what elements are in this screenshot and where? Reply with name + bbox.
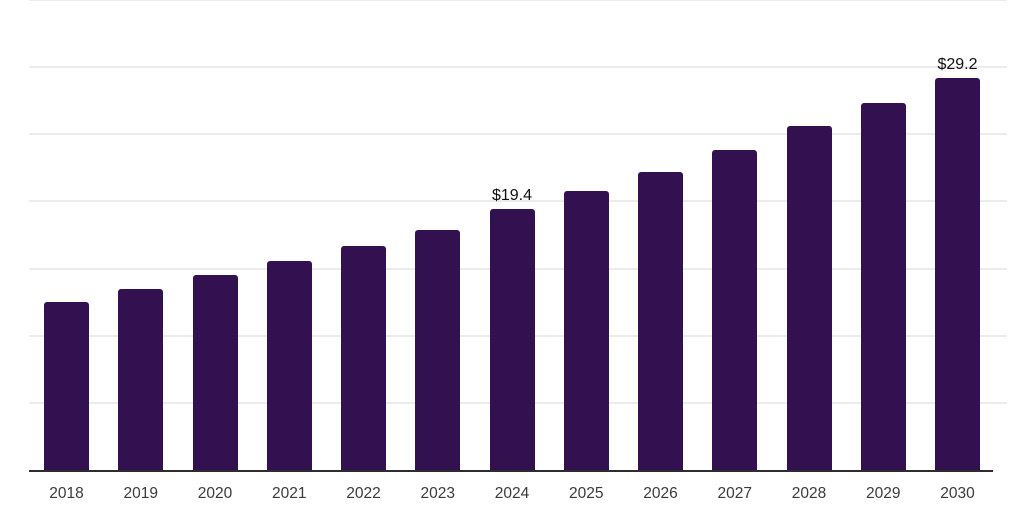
x-tick-label-2030: 2030 [940,485,975,502]
bar-2024 [489,209,535,470]
bar-2029 [860,103,906,470]
bar-2023 [415,229,461,470]
x-tick-label-2022: 2022 [346,485,381,502]
bar-2026 [638,171,683,470]
value-label-2030: $29.2 [937,55,978,73]
x-tick-label-2018: 2018 [49,485,84,502]
x-tick-label-2028: 2028 [791,485,827,502]
bar-2022 [341,245,386,470]
bar-2028 [786,126,832,470]
x-tick-label-2020: 2020 [197,485,233,502]
x-axis-line [29,470,993,472]
value-label-2024: $19.4 [491,187,533,205]
x-tick-label-2029: 2029 [866,485,901,502]
gridline-35 [29,0,1007,1]
x-tick-label-2024: 2024 [494,485,530,502]
bar-2020 [192,275,238,470]
gridline-20 [29,200,1007,203]
x-tick-label-2025: 2025 [569,485,604,502]
bar-2030 [935,77,980,470]
gridline-30 [29,66,1007,69]
bar-2027 [712,150,758,470]
bar-2025 [563,190,609,470]
x-tick-label-2019: 2019 [123,485,158,502]
x-tick-label-2021: 2021 [272,485,307,502]
x-tick-label-2027: 2027 [717,485,752,502]
bar-2021 [266,260,312,470]
x-tick-label-2023: 2023 [420,485,455,502]
bar-2019 [118,288,164,470]
bar-2018 [44,302,89,470]
x-tick-label-2026: 2026 [643,485,678,502]
gridline-25 [29,133,1007,136]
